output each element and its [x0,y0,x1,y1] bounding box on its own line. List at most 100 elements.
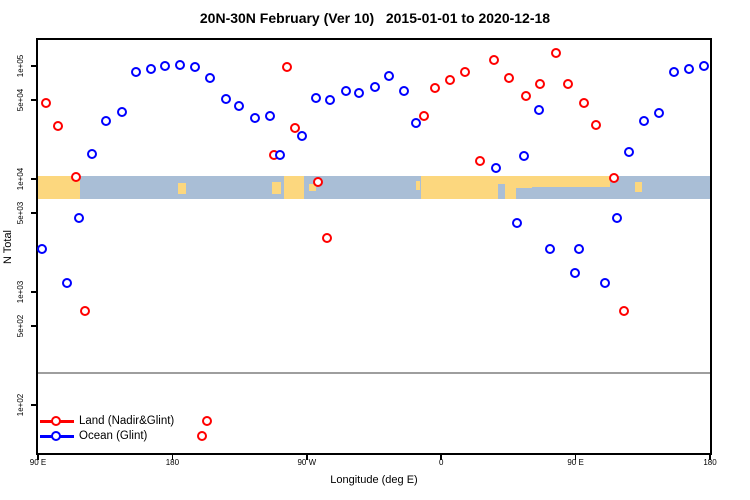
y-tick-label: 5e+04 [16,88,25,112]
ocean-point [61,277,72,288]
ocean-point [654,107,665,118]
ocean-point [518,150,529,161]
land-point [80,306,91,317]
y-tick-label: 5e+02 [16,314,25,338]
ocean-point [265,110,276,121]
land-point [562,78,573,89]
ocean-point [250,113,261,124]
ocean-point [624,147,635,158]
ocean-point [684,63,695,74]
x-tick-mark [306,455,308,460]
ocean-point [574,243,585,254]
ocean-point [370,82,381,93]
land-point [520,90,531,101]
x-tick-label: 90 E [567,458,584,467]
land-point [418,110,429,121]
x-tick-label: 180 [703,458,717,467]
land-point [504,72,515,83]
land-segment [178,183,186,194]
legend-label-land: Land (Nadir&Glint) [79,415,175,427]
ocean-point [600,277,611,288]
x-tick-mark [171,455,174,460]
y-tick-mark [31,99,36,101]
y-tick-mark [31,404,36,406]
land-point [474,155,485,166]
land-point [608,172,619,183]
ocean-point [570,268,581,279]
land-segment [634,181,643,193]
ocean-point [669,67,680,78]
ocean-point [354,88,365,99]
legend-label-ocean: Ocean (Glint) [79,430,148,442]
map-band [38,176,710,200]
ocean-point [204,72,215,83]
ocean-point [221,93,232,104]
land-segment [415,180,421,191]
y-tick-mark [31,325,36,327]
ocean-point [86,148,97,159]
land-point [71,171,82,182]
land-point [550,48,561,59]
ocean-point [410,117,421,128]
y-tick-label: 5e+03 [16,201,25,225]
x-tick-label: 0 [438,458,444,467]
legend-item-land: Land (Nadir&Glint) [40,414,174,428]
land-point [579,97,590,108]
land-point [313,176,324,187]
ocean-point [545,243,555,254]
ocean-point [73,212,84,223]
ocean-point [130,67,141,78]
ocean-point [36,243,47,254]
legend-item-ocean: Ocean (Glint) [40,429,174,443]
x-tick-label: 90 E [29,458,47,467]
ocean-point [384,71,395,82]
land-segment [271,181,282,194]
chart-title: 20N-30N February (Ver 10) 2015-01-01 to … [199,10,551,26]
y-tick-mark [31,291,36,293]
y-axis-title: N Total [2,229,14,265]
ocean-point [311,92,322,103]
land-point [290,122,301,133]
legend-marker-land-icon [40,415,74,427]
ocean-point [490,162,501,173]
ocean-segment [532,186,610,200]
land-point [201,415,212,426]
land-point [459,67,470,78]
y-tick-mark [31,65,36,67]
land-point [535,78,545,89]
ocean-point [325,94,336,105]
x-tick-mark [440,455,442,460]
legend-circle-ocean [51,430,61,441]
ocean-point [174,60,185,71]
land-point [322,232,333,243]
land-point [281,62,292,73]
ocean-point [275,150,286,161]
ocean-point [698,61,709,72]
ocean-point [159,61,170,72]
ocean-point [116,106,127,117]
x-axis-title: Longitude (deg E) [330,474,418,486]
plot-area: Land (Nadir&Glint) Ocean (Glint) [36,38,712,455]
ocean-point [398,85,409,96]
land-point [444,74,455,85]
ocean-point [341,86,352,97]
land-point [591,119,601,130]
land-point [429,83,440,94]
land-segment [38,176,80,200]
land-point [196,430,207,441]
legend-circle-land [51,415,61,426]
ocean-point [100,116,111,127]
land-point [41,97,52,108]
reference-line [38,372,710,375]
legend: Land (Nadir&Glint) Ocean (Glint) [40,414,174,444]
x-tick-mark [709,455,711,460]
x-tick-label: 180 [165,458,180,467]
ocean-point [189,62,200,73]
ocean-point [297,130,308,141]
y-tick-mark [31,178,36,180]
ocean-segment [497,184,505,200]
ocean-point [533,105,544,116]
ocean-point [511,218,522,229]
ocean-point [234,100,245,111]
